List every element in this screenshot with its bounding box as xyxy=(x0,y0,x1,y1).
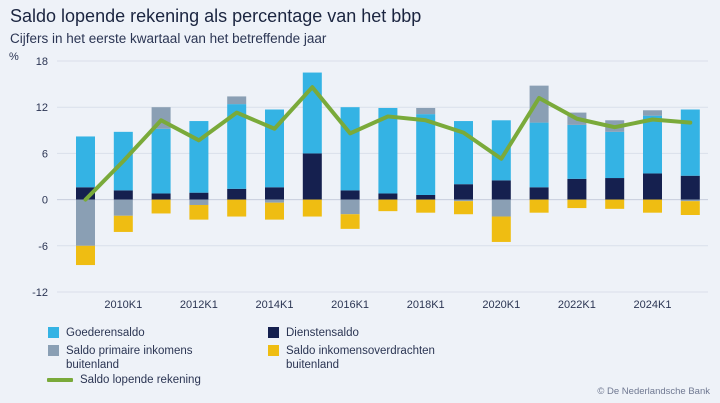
bar-services xyxy=(643,173,662,200)
bar-primary xyxy=(340,199,360,215)
y-tick-label: 0 xyxy=(42,195,48,207)
bar-services xyxy=(567,178,587,200)
bar-goods xyxy=(680,109,700,176)
bar-services xyxy=(340,190,360,200)
bar-services xyxy=(416,194,436,200)
bar-primary xyxy=(227,96,247,105)
chart-title: Saldo lopende rekening als percentage va… xyxy=(10,6,422,26)
bar-transfers xyxy=(680,201,700,215)
bar-transfers xyxy=(76,245,95,266)
bar-goods xyxy=(189,121,209,193)
bar-goods xyxy=(340,107,360,191)
bar-goods xyxy=(227,104,247,189)
bar-transfers xyxy=(416,199,436,213)
line-layer xyxy=(83,85,693,202)
bar-services xyxy=(302,153,322,200)
bar-primary xyxy=(76,199,95,246)
bar-primary xyxy=(113,199,133,216)
y-tick-label: -6 xyxy=(38,241,48,253)
bar-transfers xyxy=(265,202,284,220)
x-tick-label: 2020K1 xyxy=(482,299,520,311)
bar-transfers xyxy=(378,199,398,212)
bar-transfers xyxy=(302,199,322,217)
bar-primary xyxy=(454,199,473,202)
bar-goods xyxy=(643,115,662,174)
bar-transfers xyxy=(340,214,360,229)
bar-goods xyxy=(491,120,511,181)
bar-goods xyxy=(529,122,549,188)
x-tick-label: 2024K1 xyxy=(634,299,672,311)
bar-services xyxy=(189,192,209,200)
bar-transfers xyxy=(643,199,662,213)
y-tick-label: -12 xyxy=(32,287,48,299)
x-tick-label: 2014K1 xyxy=(256,299,294,311)
bar-transfers xyxy=(491,216,511,242)
bar-services xyxy=(265,187,284,200)
bar-primary xyxy=(189,199,209,205)
bar-goods xyxy=(76,136,95,188)
bar-transfers xyxy=(189,204,209,220)
bar-goods xyxy=(605,131,625,179)
y-tick-label: 6 xyxy=(42,148,48,160)
bar-services xyxy=(227,188,247,200)
bar-transfers xyxy=(151,199,171,214)
bar-goods xyxy=(378,107,398,194)
y-tick-label: 18 xyxy=(36,56,48,68)
bar-goods xyxy=(265,109,284,188)
x-tick-label: 2016K1 xyxy=(331,299,369,311)
y-axis-unit: % xyxy=(9,51,19,63)
x-tick-label: 2010K1 xyxy=(104,299,142,311)
bar-services xyxy=(454,184,473,200)
bar-goods xyxy=(567,124,587,179)
bar-services xyxy=(491,180,511,200)
bar-services xyxy=(113,190,133,200)
bar-services xyxy=(529,187,549,200)
bar-primary xyxy=(265,199,284,203)
bar-services xyxy=(151,193,171,200)
bar-goods xyxy=(416,114,436,195)
bar-transfers xyxy=(567,199,587,209)
bar-transfers xyxy=(113,215,133,232)
axis-labels: -12 -6 0 6 12 18 2010K1 2012K1 2014K1 2016K1 2018K… xyxy=(32,56,671,311)
bar-primary xyxy=(643,110,662,116)
bar-transfers xyxy=(529,199,549,213)
bar-primary xyxy=(680,199,700,202)
bar-transfers xyxy=(227,199,247,217)
bar-services xyxy=(605,178,625,200)
bar-goods xyxy=(151,128,171,194)
chart-subtitle: Cijfers in het eerste kwartaal van het b… xyxy=(10,31,327,46)
bar-primary xyxy=(529,85,549,123)
bar-layer xyxy=(76,72,700,266)
bar-transfers xyxy=(454,201,473,215)
source-credit: © De Nederlandsche Bank xyxy=(597,386,710,397)
y-tick-label: 12 xyxy=(36,102,48,114)
bar-goods xyxy=(302,72,322,154)
bar-primary xyxy=(416,107,436,115)
x-tick-label: 2018K1 xyxy=(407,299,445,311)
bar-services xyxy=(378,193,398,200)
x-tick-label: 2022K1 xyxy=(558,299,596,311)
bar-primary xyxy=(491,199,511,217)
x-tick-label: 2012K1 xyxy=(180,299,218,311)
bar-services xyxy=(680,175,700,200)
bar-transfers xyxy=(605,199,625,209)
